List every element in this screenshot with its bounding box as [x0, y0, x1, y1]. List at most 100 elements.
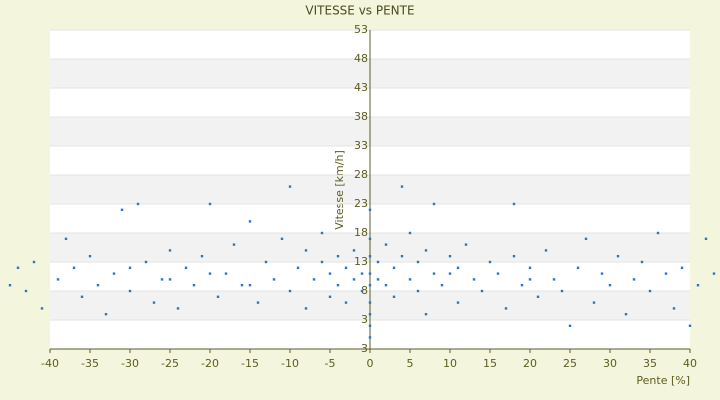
- point: [320, 231, 324, 235]
- point: [392, 266, 396, 269]
- point: [680, 266, 684, 269]
- point: [368, 255, 372, 258]
- point: [456, 301, 460, 304]
- point: [608, 284, 612, 287]
- x-tick-label: 40: [683, 357, 697, 370]
- point: [528, 266, 532, 269]
- point: [432, 272, 436, 275]
- point: [16, 266, 20, 269]
- point: [368, 324, 372, 327]
- point: [416, 289, 420, 293]
- point: [560, 289, 564, 293]
- point: [368, 301, 372, 304]
- point: [640, 260, 644, 264]
- y-tick-label: 43: [354, 81, 368, 94]
- point: [264, 260, 268, 264]
- point: [80, 295, 84, 298]
- point: [368, 272, 372, 275]
- point: [384, 243, 388, 246]
- x-tick-label: -20: [201, 357, 219, 370]
- point: [344, 301, 348, 304]
- point: [600, 272, 604, 275]
- y-tick-label: 8: [361, 284, 368, 297]
- point: [488, 260, 492, 264]
- point: [536, 295, 540, 298]
- point: [648, 289, 652, 293]
- point: [696, 284, 700, 287]
- x-tick-label: 0: [367, 357, 374, 370]
- y-tick-label: 13: [354, 255, 368, 268]
- x-tick-label: 5: [407, 357, 414, 370]
- point: [336, 255, 340, 258]
- point: [432, 202, 436, 206]
- point: [424, 249, 428, 252]
- point: [688, 324, 692, 327]
- point: [296, 266, 300, 269]
- point: [512, 255, 516, 258]
- point: [248, 284, 252, 287]
- point: [544, 249, 548, 252]
- point: [64, 237, 68, 240]
- point: [120, 208, 124, 211]
- point: [328, 272, 332, 275]
- y-tick-label: 48: [354, 52, 368, 65]
- point: [400, 185, 404, 188]
- point: [496, 272, 500, 275]
- point: [368, 284, 372, 287]
- point: [200, 255, 204, 258]
- point: [88, 255, 92, 258]
- point: [376, 260, 380, 264]
- point: [312, 278, 316, 281]
- point: [360, 272, 364, 275]
- point: [360, 289, 364, 293]
- point: [128, 289, 132, 293]
- y-tick-label: 28: [354, 168, 368, 181]
- point: [208, 272, 212, 275]
- point: [584, 237, 588, 240]
- point: [408, 278, 412, 281]
- point: [576, 266, 580, 269]
- point: [464, 243, 468, 246]
- point: [336, 284, 340, 287]
- point: [416, 260, 420, 264]
- x-tick-label: -40: [41, 357, 59, 370]
- point: [352, 249, 356, 252]
- x-tick-label: 15: [483, 357, 497, 370]
- point: [176, 307, 180, 310]
- point: [344, 266, 348, 269]
- point: [24, 289, 28, 293]
- point: [632, 278, 636, 281]
- x-tick-label: -5: [325, 357, 336, 370]
- y-tick-label: 38: [354, 110, 368, 123]
- point: [352, 278, 356, 281]
- point: [456, 266, 460, 269]
- point: [136, 202, 140, 206]
- x-tick-label: -10: [281, 357, 299, 370]
- point: [392, 295, 396, 298]
- y-tick-label: 18: [354, 226, 368, 239]
- point: [192, 284, 196, 287]
- point: [528, 278, 532, 281]
- point: [512, 202, 516, 206]
- point: [504, 307, 508, 310]
- point: [168, 249, 172, 252]
- point: [272, 278, 276, 281]
- point: [160, 278, 164, 281]
- point: [616, 255, 620, 258]
- y-tick-label: 3: [361, 313, 368, 326]
- point: [704, 237, 708, 240]
- x-tick-label: 20: [523, 357, 537, 370]
- x-tick-label: -35: [81, 357, 99, 370]
- point: [552, 278, 556, 281]
- point: [168, 278, 172, 281]
- y-axis-title: Vitesse [km/h]: [333, 150, 346, 230]
- point: [672, 307, 676, 310]
- point: [368, 336, 372, 339]
- point: [288, 289, 292, 293]
- point: [384, 284, 388, 287]
- y-tick-label: 53: [354, 23, 368, 36]
- x-axis-title: Pente [%]: [636, 374, 690, 387]
- point: [328, 295, 332, 298]
- point: [440, 284, 444, 287]
